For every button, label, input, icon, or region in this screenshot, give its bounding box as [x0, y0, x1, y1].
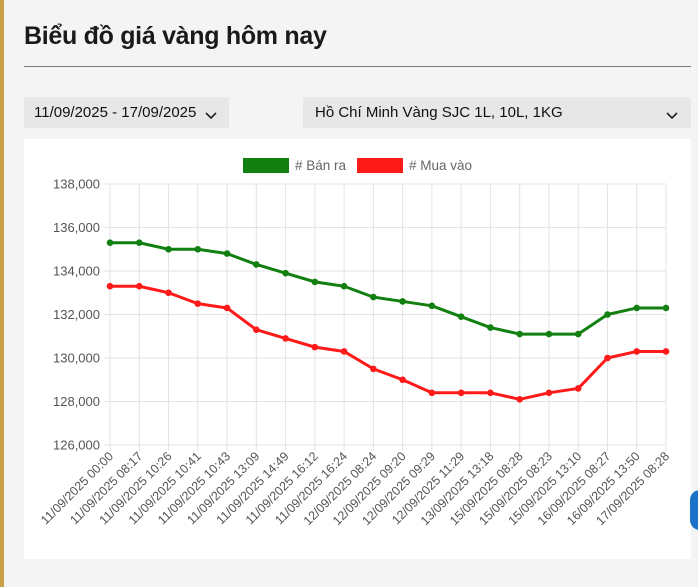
buy-price-point — [399, 376, 406, 384]
buy-price-point — [633, 348, 641, 355]
buy-price-point — [194, 300, 202, 307]
sell-price-point — [662, 304, 670, 312]
buy-price-point — [545, 389, 553, 397]
page-title: Biểu đồ giá vàng hôm nay — [24, 22, 327, 50]
sell-price-point — [633, 304, 641, 312]
location-select[interactable]: Hồ Chí Minh Vàng SJC 1L, 10L, 1KG — [303, 97, 691, 128]
buy-price-point — [106, 282, 114, 290]
sell-price-point — [545, 330, 553, 338]
sell-price-point — [516, 330, 523, 338]
buy-price-point — [311, 343, 319, 351]
y-tick-label: 138,000 — [53, 177, 100, 192]
legend-label-buy: # Mua vào — [409, 158, 472, 173]
buy-price-point — [428, 389, 436, 397]
y-tick-label: 126,000 — [53, 438, 100, 453]
sell-price-point — [311, 278, 319, 286]
buy-price-point — [487, 389, 494, 397]
sell-price-point — [487, 324, 494, 331]
left-accent-bar — [0, 0, 4, 587]
floating-widget[interactable] — [690, 490, 698, 530]
chart-card: 126,000 128,000 130,000 132,000 134,000 136,0… — [24, 139, 691, 559]
buy-price-line — [110, 284, 666, 401]
sell-price-line — [110, 241, 666, 336]
buy-price-point — [282, 335, 289, 342]
price-chart: 126,000 128,000 130,000 132,000 134,000 136,0… — [38, 158, 672, 528]
title-divider — [24, 66, 691, 67]
sell-price-point — [370, 293, 377, 301]
y-tick-label: 128,000 — [53, 394, 100, 409]
date-range-select[interactable]: 11/09/2025 - 17/09/2025 — [24, 97, 229, 128]
buy-price-point — [662, 348, 670, 355]
sell-price-point — [399, 298, 406, 305]
sell-price-point — [428, 302, 436, 310]
buy-price-point — [340, 348, 348, 355]
sell-price-point — [604, 311, 611, 318]
sell-price-point — [106, 239, 114, 247]
sell-price-point — [282, 269, 289, 277]
date-range-value: 11/09/2025 - 17/09/2025 — [34, 104, 197, 121]
y-tick-label: 132,000 — [53, 307, 100, 322]
buy-price-point — [370, 365, 377, 373]
buy-price-point — [604, 354, 611, 362]
sell-price-point — [253, 261, 260, 268]
buy-price-point — [457, 389, 465, 397]
y-tick-label: 134,000 — [53, 264, 100, 279]
y-tick-label: 136,000 — [53, 220, 100, 235]
sell-price-point — [194, 245, 202, 253]
legend-label-sell: # Bán ra — [295, 158, 347, 173]
buy-price-point — [516, 396, 523, 403]
sell-price-point — [457, 313, 465, 320]
buy-price-point — [135, 282, 143, 290]
sell-price-point — [340, 282, 348, 290]
sell-price-point — [165, 245, 172, 253]
buy-price-point — [574, 385, 582, 392]
legend-swatch-buy — [357, 158, 403, 173]
location-value: Hồ Chí Minh Vàng SJC 1L, 10L, 1KG — [315, 104, 563, 121]
buy-price-point — [223, 304, 231, 312]
chevron-down-icon — [204, 108, 218, 119]
legend-swatch-sell — [243, 158, 289, 173]
buy-price-point — [253, 326, 260, 334]
sell-price-point — [135, 239, 143, 247]
sell-price-point — [223, 250, 231, 257]
buy-price-point — [165, 289, 172, 297]
chevron-down-icon — [665, 108, 679, 119]
sell-price-point — [574, 330, 582, 338]
y-tick-label: 130,000 — [53, 351, 100, 366]
